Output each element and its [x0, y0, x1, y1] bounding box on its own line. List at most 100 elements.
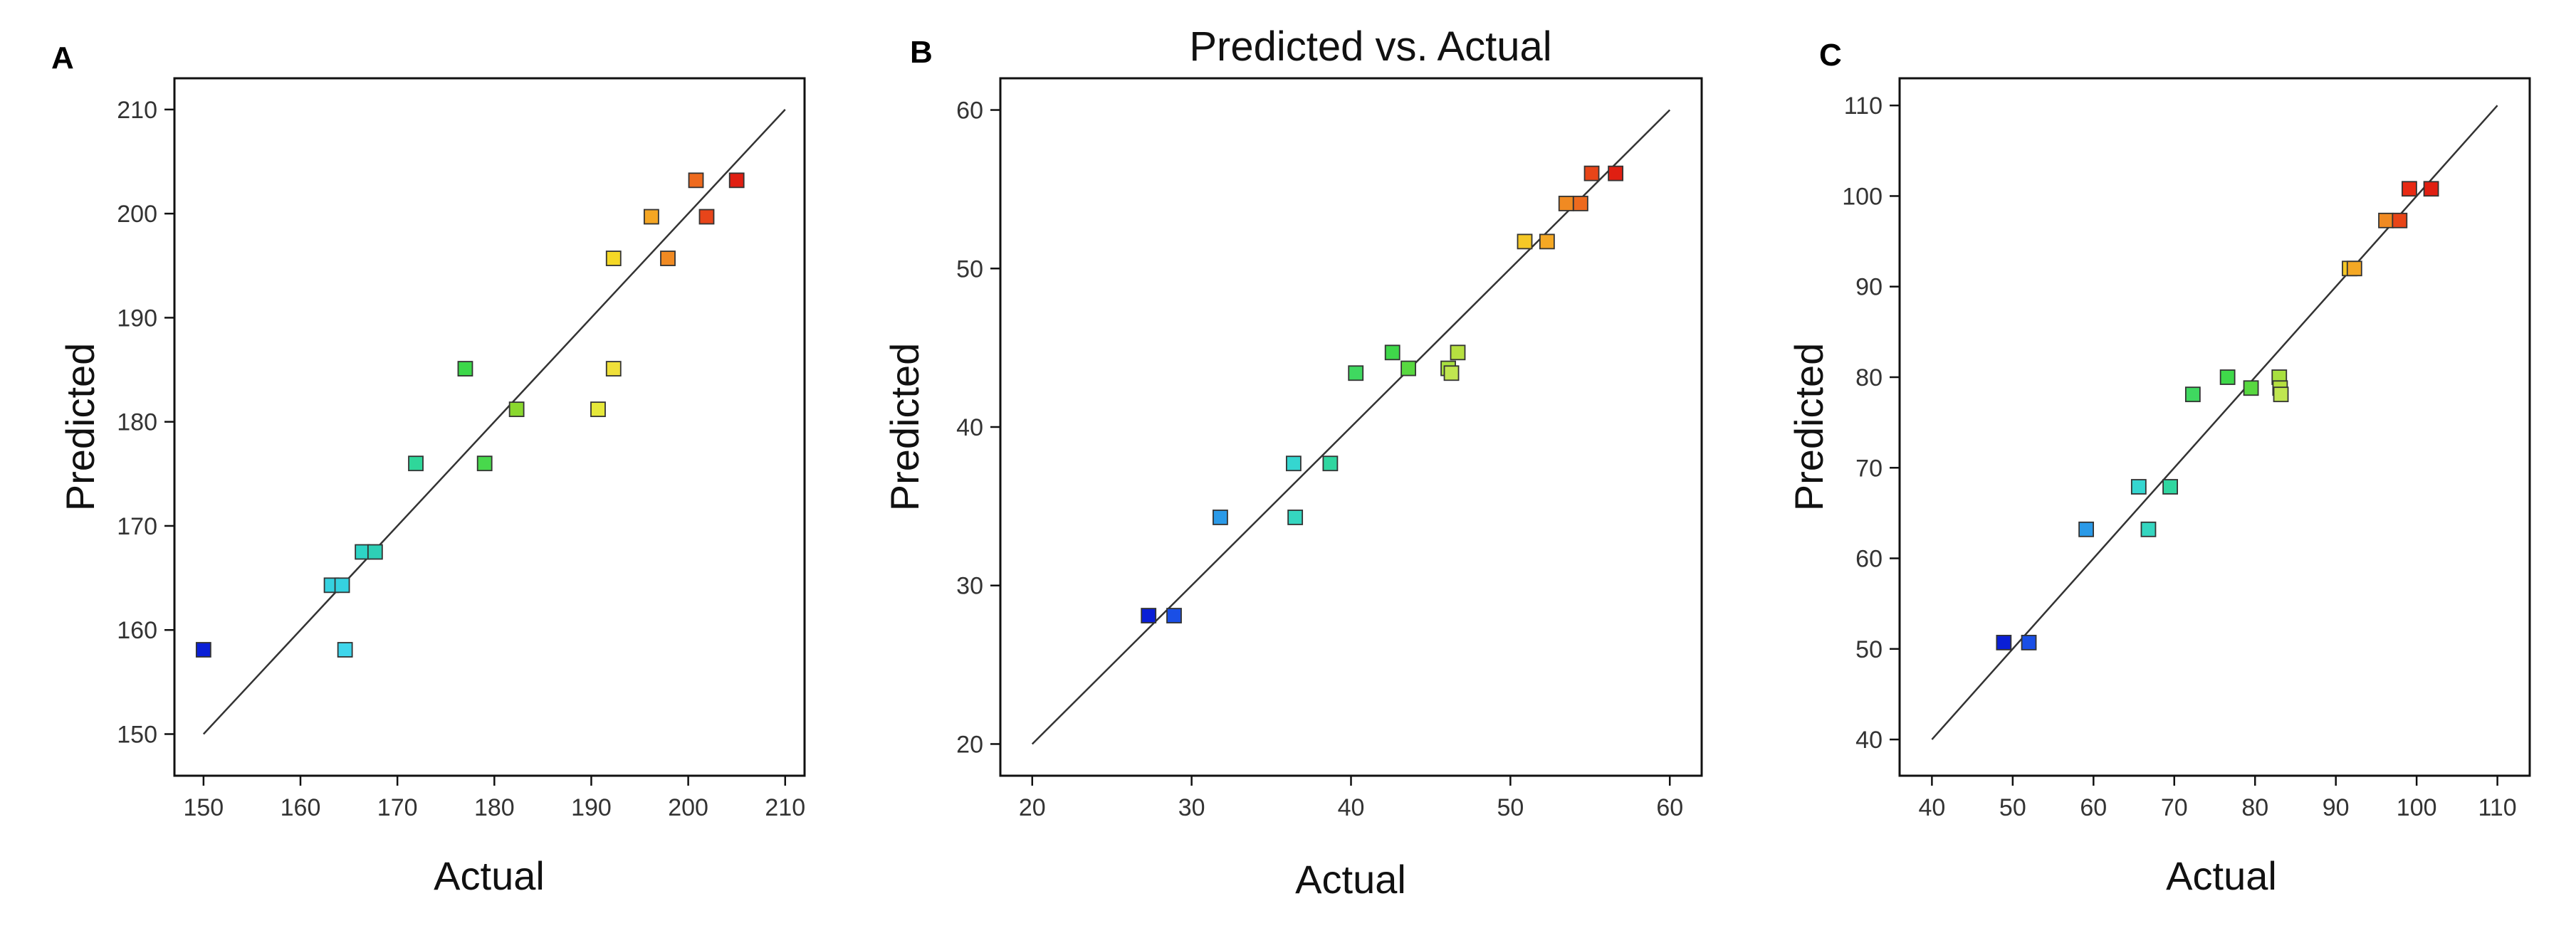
panel-a-x-tick-label: 170 [377, 794, 418, 821]
panel-a-data-point [660, 251, 676, 266]
panel-c-y-axis-title: Predicted [1786, 343, 1831, 512]
panel-a-data-point [688, 172, 704, 189]
panel-a-data-point [195, 642, 211, 658]
panel-a-data-point [367, 544, 383, 560]
panel-b-data-point [1608, 165, 1624, 181]
panel-c-points [1996, 181, 2439, 650]
panel-c-reference-line-group [1931, 105, 2498, 740]
panel-b-data-point [1572, 196, 1588, 211]
panel-b-data-point [1213, 510, 1228, 525]
panel-b-y-tick-label: 30 [956, 573, 983, 600]
panel-b-data-point [1583, 165, 1600, 181]
panel-c-data-point [2078, 521, 2094, 537]
panel-b-y-tick-label: 20 [956, 731, 983, 758]
panel-a-data-point [698, 209, 715, 225]
panel-a-data-point [334, 577, 350, 594]
panel-c-y-tick-label: 80 [1855, 364, 1883, 391]
panel-b-reference-line-group [1031, 109, 1671, 745]
panel-b-data-point [1384, 344, 1400, 361]
panel-b-x-tick-label: 40 [1338, 794, 1365, 821]
panel-c-x-tick-label: 70 [2161, 794, 2188, 821]
panel-c-x-tick-label: 100 [2397, 794, 2437, 821]
panel-b-data-point [1322, 455, 1339, 472]
panel-b-data-point [1287, 510, 1304, 525]
panel-c: C 40 50 60 70 80 90 100 110 40 50 60 70 80 90 100 110 A… [1786, 38, 2531, 898]
panel-b-x-tick-label: 50 [1497, 794, 1524, 821]
panel-b-ticks: 20 30 40 50 60 20 30 40 50 60 [956, 97, 1683, 821]
panel-b-data-point [1166, 608, 1182, 623]
panel-a-x-tick-label: 200 [668, 794, 708, 821]
panel-a-reference-line [202, 109, 786, 735]
panel-b-data-point [1286, 455, 1302, 472]
panel-c-data-point [1996, 635, 2012, 650]
panel-a-data-point [508, 401, 525, 418]
panel-a-data-point [590, 401, 606, 418]
panel-c-x-tick-label: 80 [2241, 794, 2268, 821]
panel-b-points [1141, 165, 1624, 623]
panel-b-y-tick-label: 60 [956, 97, 983, 125]
panel-b-title: Predicted vs. Actual [1189, 23, 1551, 70]
panel-c-x-tick-label: 40 [1918, 794, 1945, 821]
panel-a: A 150 160 170 180 190 200 210 150 160 170 180 190 20… [51, 41, 806, 898]
panel-b-data-point [1443, 365, 1460, 381]
panel-a-data-point [605, 251, 622, 266]
panel-b-data-point [1400, 360, 1416, 376]
panel-b-data-point [1348, 365, 1364, 381]
panel-b-x-tick-label: 60 [1656, 794, 1683, 821]
panel-a-y-tick-label: 170 [117, 513, 157, 540]
panel-c-data-point [2162, 479, 2178, 495]
panel-a-y-tick-label: 210 [117, 97, 157, 124]
panel-c-data-point [2273, 386, 2289, 403]
panel-c-y-tick-label: 110 [1844, 93, 1883, 120]
panel-c-plot-frame [1898, 77, 2531, 777]
panel-c-data-point [2140, 521, 2157, 537]
panel-c-y-tick-label: 100 [1842, 183, 1883, 210]
panel-c-reference-line [1931, 105, 2498, 740]
panel-b-data-point [1558, 196, 1574, 211]
panel-c-data-point [2021, 635, 2037, 650]
panel-a-data-point [643, 209, 659, 225]
panel-a-y-tick-label: 190 [117, 305, 157, 332]
panel-a-y-tick-label: 180 [117, 409, 157, 436]
panel-a-reference-line-group [202, 109, 786, 735]
panel-c-label: C [1819, 38, 1842, 73]
panel-c-x-tick-label: 50 [1999, 794, 2026, 821]
panel-c-x-tick-label: 90 [2323, 794, 2350, 821]
panel-a-data-point [476, 455, 493, 472]
panel-c-data-point [2423, 181, 2439, 197]
panel-b: B Predicted vs. Actual 20 30 40 50 60 20 30 40 5… [882, 23, 1703, 902]
panel-a-ticks: 150 160 170 180 190 200 210 150 160 170 180 190 200 2… [117, 97, 805, 821]
panel-b-data-point [1450, 344, 1466, 361]
panel-c-data-point [2243, 380, 2259, 396]
panel-a-y-axis-title: Predicted [58, 343, 103, 512]
panel-a-x-tick-label: 160 [281, 794, 321, 821]
panel-b-x-tick-label: 30 [1178, 794, 1205, 821]
panel-b-x-tick-label: 20 [1019, 794, 1046, 821]
panel-c-data-point [2346, 260, 2362, 277]
panel-a-data-point [605, 361, 622, 376]
panel-c-x-tick-label: 110 [2478, 794, 2517, 821]
panel-a-x-tick-label: 180 [474, 794, 515, 821]
panel-b-reference-line [1031, 109, 1671, 745]
panel-a-y-tick-label: 200 [117, 201, 157, 228]
panel-c-x-axis-title: Actual [2166, 853, 2277, 898]
panel-c-y-tick-label: 40 [1855, 727, 1883, 754]
panel-a-plot-frame [173, 77, 806, 777]
panel-c-y-tick-label: 60 [1855, 546, 1883, 573]
panel-c-data-point [2219, 369, 2236, 385]
panel-b-x-axis-title: Actual [1295, 857, 1406, 902]
panel-c-y-tick-label: 50 [1855, 636, 1883, 663]
panel-c-y-tick-label: 70 [1855, 455, 1883, 482]
panel-c-x-tick-label: 60 [2080, 794, 2107, 821]
panel-c-data-point [2392, 212, 2408, 228]
panel-a-x-tick-label: 150 [183, 794, 224, 821]
panel-b-y-tick-label: 40 [956, 414, 983, 441]
panel-c-data-point [2184, 386, 2201, 403]
panel-a-label: A [51, 41, 74, 75]
panel-c-y-tick-label: 90 [1855, 274, 1883, 301]
panel-b-data-point [1141, 608, 1157, 623]
panel-a-x-axis-title: Actual [434, 853, 545, 898]
panel-a-y-tick-label: 150 [117, 721, 157, 748]
